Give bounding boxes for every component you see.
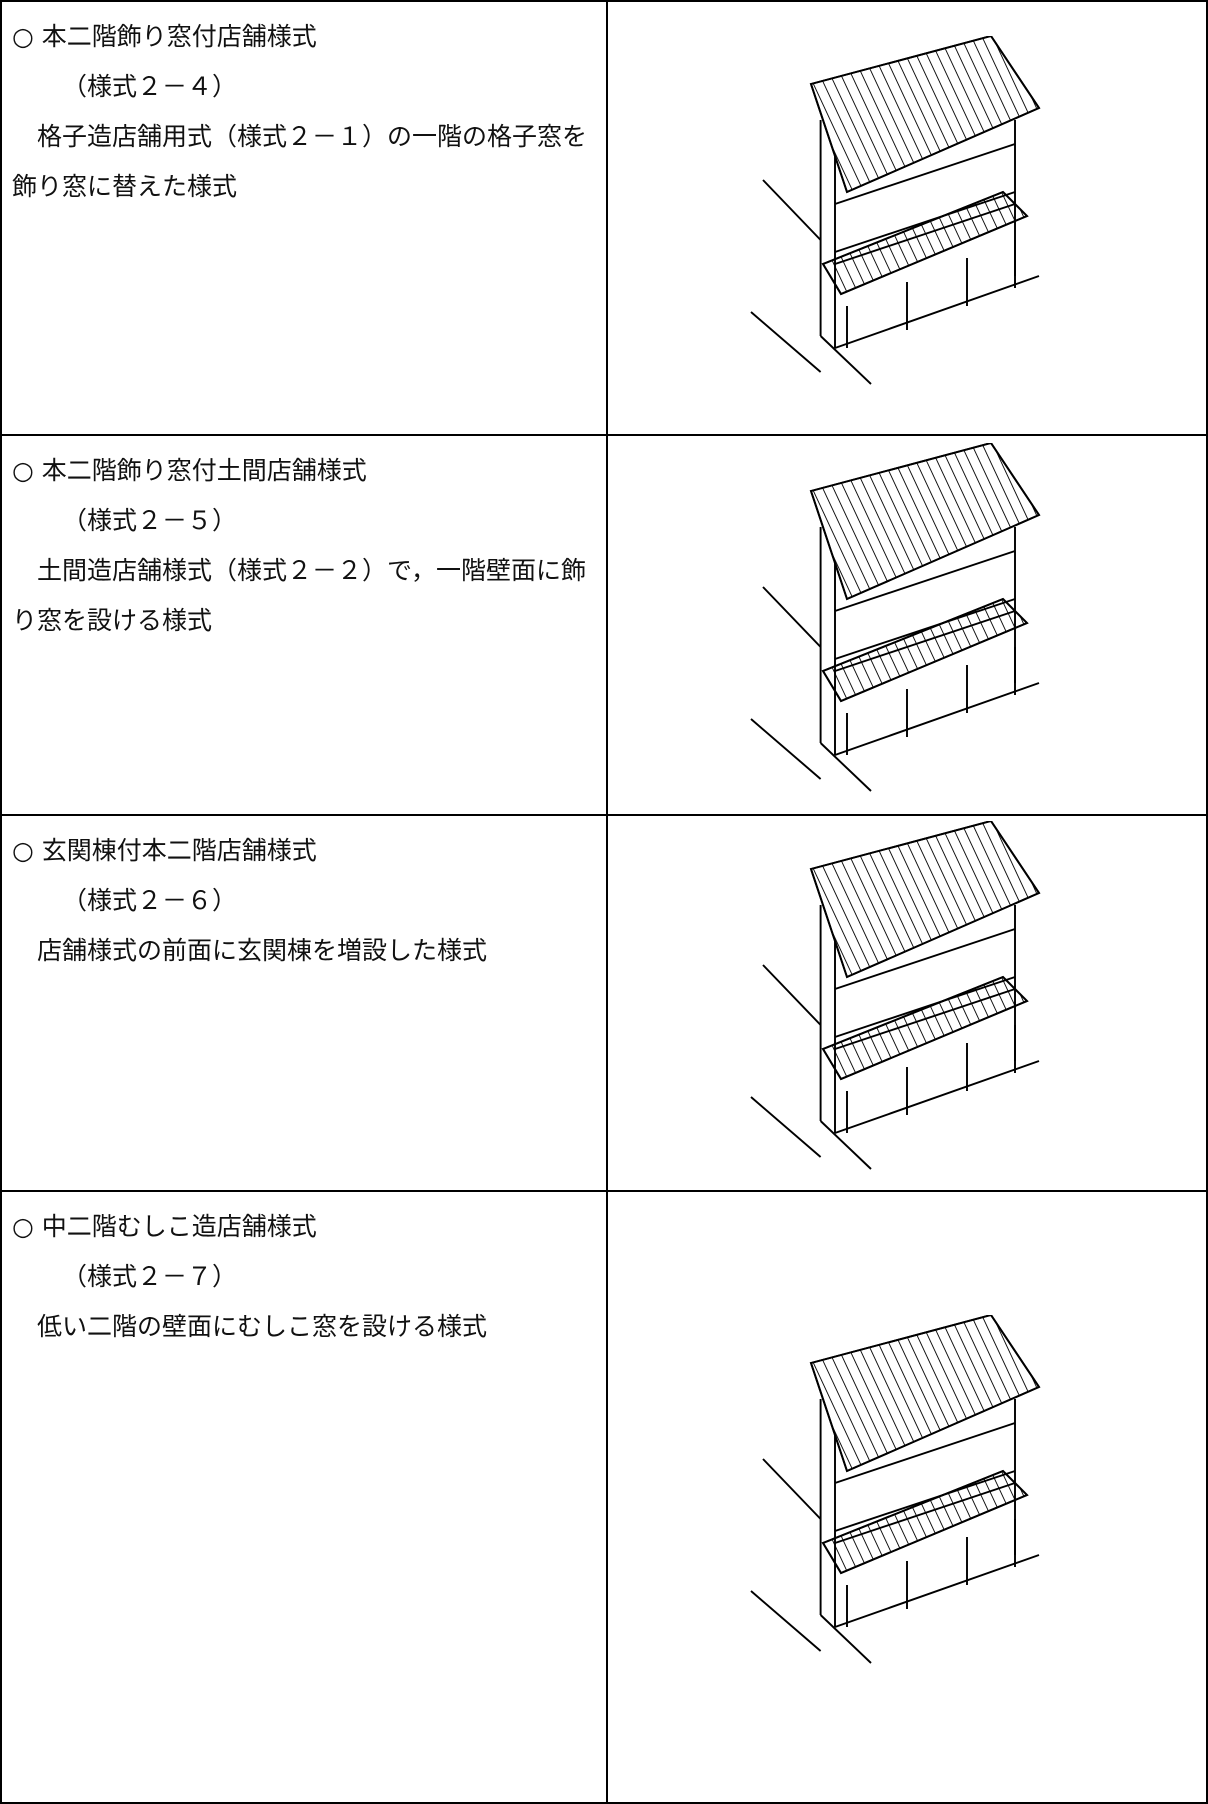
style-description: 土間造店舗様式（様式２－２）で，一階壁面に飾り窓を設ける様式 (12, 556, 587, 635)
style-code: （様式２－５） (62, 506, 238, 535)
style-title: ○ 中二階むしこ造店舗様式 (12, 1212, 317, 1241)
style-row: ○ 本二階飾り窓付店舗様式 （様式２－４） 格子造店舗用式（様式２－１）の一階の格子… (0, 0, 1208, 436)
style-code: （様式２－４） (62, 72, 238, 101)
image-cell (606, 1190, 1208, 1804)
house-drawing (751, 821, 1039, 1169)
style-description: 店舗様式の前面に玄関棟を増設した様式 (37, 936, 488, 965)
house-drawing (751, 1315, 1039, 1663)
style-title: ○ 本二階飾り窓付店舗様式 (12, 22, 317, 51)
text-cell: ○ 中二階むしこ造店舗様式 （様式２－７） 低い二階の壁面にむしこ窓を設ける様式 (0, 1190, 608, 1804)
style-title: ○ 本二階飾り窓付土間店舗様式 (12, 456, 367, 485)
style-description: 格子造店舗用式（様式２－１）の一階の格子窓を飾り窓に替えた様式 (12, 122, 588, 201)
style-description: 低い二階の壁面にむしこ窓を設ける様式 (37, 1312, 488, 1341)
style-code: （様式２－７） (62, 1262, 238, 1291)
text-cell: ○ 本二階飾り窓付店舗様式 （様式２－４） 格子造店舗用式（様式２－１）の一階の格子… (0, 0, 608, 436)
house-illustration (727, 1315, 1087, 1675)
style-row: ○ 本二階飾り窓付土間店舗様式 （様式２－５） 土間造店舗様式（様式２－２）で，一階… (0, 434, 1208, 816)
style-row: ○ 中二階むしこ造店舗様式 （様式２－７） 低い二階の壁面にむしこ窓を設ける様式 (0, 1190, 1208, 1804)
house-illustration (727, 36, 1087, 396)
image-cell (606, 0, 1208, 436)
image-cell (606, 814, 1208, 1192)
style-row: ○ 玄関棟付本二階店舗様式 （様式２－６） 店舗様式の前面に玄関棟を増設した様式 (0, 814, 1208, 1192)
image-cell (606, 434, 1208, 816)
text-cell: ○ 本二階飾り窓付土間店舗様式 （様式２－５） 土間造店舗様式（様式２－２）で，一階… (0, 434, 608, 816)
text-cell: ○ 玄関棟付本二階店舗様式 （様式２－６） 店舗様式の前面に玄関棟を増設した様式 (0, 814, 608, 1192)
style-title: ○ 玄関棟付本二階店舗様式 (12, 836, 317, 865)
house-illustration (727, 443, 1087, 803)
house-drawing (751, 443, 1039, 791)
house-drawing (751, 36, 1039, 384)
house-illustration (727, 821, 1087, 1181)
style-code: （様式２－６） (62, 886, 238, 915)
